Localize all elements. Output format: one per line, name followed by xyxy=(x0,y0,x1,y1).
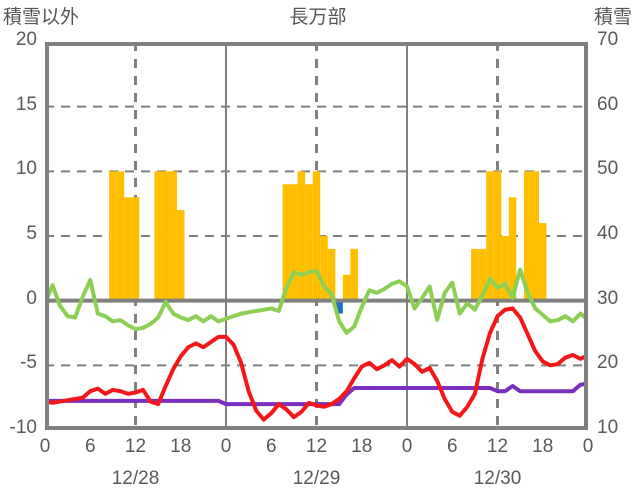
x-tick-7: 18 xyxy=(351,436,373,457)
x-tick-11: 18 xyxy=(532,436,554,457)
x-tick-9: 6 xyxy=(446,436,458,457)
chart-canvas xyxy=(45,42,588,430)
right-tick-20: 20 xyxy=(597,352,619,374)
chart-title: 長万部 xyxy=(289,7,347,28)
right-tick-60: 60 xyxy=(597,93,619,115)
x-tick-0: 0 xyxy=(39,436,51,457)
plot-area xyxy=(45,42,588,430)
right-tick-10: 10 xyxy=(597,417,619,438)
right-axis-title: 積雪 xyxy=(593,7,632,28)
right-tick-70: 70 xyxy=(597,29,619,50)
day-label-12-30: 12/30 xyxy=(473,468,522,489)
left-axis-title: 積雪以外 xyxy=(3,7,80,28)
right-tick-30: 30 xyxy=(597,287,619,309)
right-tick-40: 40 xyxy=(597,223,619,244)
left-tick-10: 10 xyxy=(15,158,37,180)
x-tick-6: 12 xyxy=(305,436,328,457)
x-tick-1: 6 xyxy=(84,436,96,457)
left-tick-5: 5 xyxy=(26,223,37,244)
day-label-12-28: 12/28 xyxy=(111,468,160,489)
x-tick-12: 0 xyxy=(582,436,594,457)
temperature-line xyxy=(45,306,588,422)
x-tick-3: 18 xyxy=(170,436,192,457)
left-tick-20: 20 xyxy=(15,29,37,50)
x-tick-4: 0 xyxy=(220,436,232,457)
snowfall-bars xyxy=(335,300,343,314)
plot-frame xyxy=(45,42,588,430)
day-label-12-29: 12/29 xyxy=(292,468,341,489)
x-tick-8: 0 xyxy=(401,436,413,457)
x-tick-10: 12 xyxy=(486,436,509,457)
left-tick--5: -5 xyxy=(20,352,37,374)
precipitation-bars xyxy=(109,171,547,301)
x-tick-2: 12 xyxy=(124,436,147,457)
right-tick-50: 50 xyxy=(597,158,619,180)
x-tick-5: 6 xyxy=(265,436,277,457)
left-tick-15: 15 xyxy=(15,93,37,115)
left-tick--10: -10 xyxy=(9,417,37,438)
wind-line xyxy=(45,267,588,335)
left-tick-0: 0 xyxy=(26,287,37,309)
